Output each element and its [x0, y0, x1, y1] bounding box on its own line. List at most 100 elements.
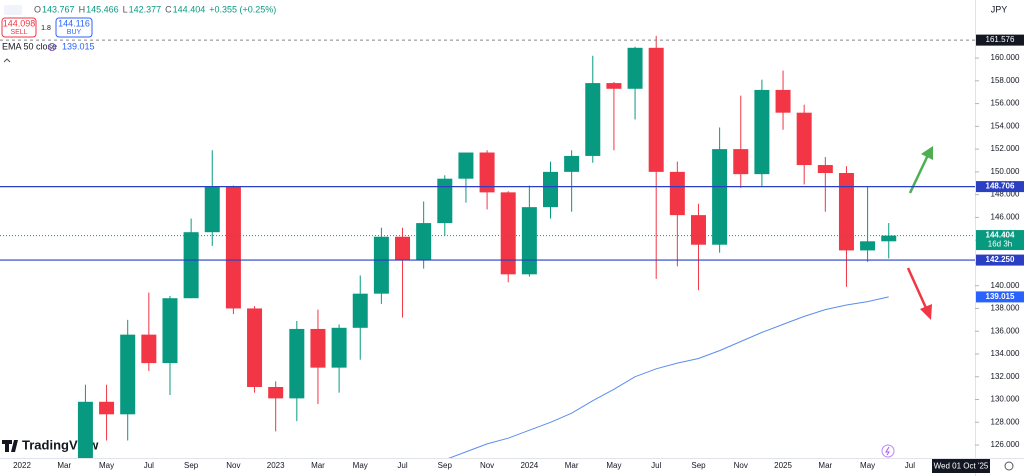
- candle-body: [458, 152, 474, 179]
- level-tag: 142.250: [986, 255, 1015, 264]
- candle-body: [669, 171, 685, 216]
- level-tag: 148.706: [986, 182, 1015, 191]
- x-tick-label: Nov: [480, 461, 494, 470]
- candle-body: [162, 298, 178, 364]
- candle-body: [606, 83, 622, 89]
- x-tick-label: Sep: [691, 461, 706, 470]
- sell-button[interactable]: [1, 17, 37, 38]
- x-tick-label: 2022: [13, 461, 31, 470]
- candle-body: [183, 232, 199, 299]
- candle-body: [648, 47, 664, 172]
- y-tick-label: 148.000: [991, 190, 1020, 199]
- candle-body: [310, 328, 326, 368]
- ohlc-value: 142.377: [129, 4, 162, 14]
- x-tick-label: May: [353, 461, 368, 470]
- events-icon[interactable]: [881, 444, 895, 458]
- candle-body: [77, 401, 93, 458]
- candle-body: [817, 165, 833, 174]
- ohlc-key: H: [79, 4, 86, 14]
- ohlc-value: 143.767: [42, 4, 75, 14]
- y-tick-label: 150.000: [991, 167, 1020, 176]
- ohlc-value: +0.355 (+0.25%): [209, 4, 276, 14]
- candle-body: [838, 173, 854, 251]
- symbol-icon[interactable]: [4, 5, 22, 15]
- indicator-value: 139.015: [62, 41, 95, 51]
- buy-price: 144.116: [58, 18, 90, 28]
- candle-body: [99, 401, 115, 415]
- y-tick-label: 146.000: [991, 213, 1020, 222]
- plot: [77, 35, 897, 458]
- collapse-button[interactable]: [3, 58, 11, 63]
- x-tick-label: May: [860, 461, 875, 470]
- y-tick-label: 156.000: [991, 99, 1020, 108]
- events-bolt: [885, 446, 890, 456]
- last-price-tag-bg: [976, 230, 1024, 251]
- y-tick-label: 160.000: [991, 53, 1020, 62]
- y-tick-label: 126.000: [991, 440, 1020, 449]
- logo-icon: [2, 440, 18, 452]
- down-arrow-head: [920, 304, 932, 320]
- up-arrow-head: [921, 146, 933, 160]
- x-tick-label: Sep: [184, 461, 199, 470]
- candle-body: [352, 293, 368, 328]
- y-tick-label: 140.000: [991, 281, 1020, 290]
- x-tick-label: Nov: [226, 461, 240, 470]
- candle-body: [712, 149, 728, 245]
- indicator-settings[interactable]: [48, 43, 56, 51]
- ohlc-key: L: [123, 4, 128, 14]
- candle-body: [141, 334, 157, 364]
- ema-line: [448, 296, 889, 458]
- candle-body: [204, 186, 220, 233]
- x-tick-label: Jul: [144, 461, 154, 470]
- candle-body: [543, 171, 558, 208]
- level-tag-bg: [976, 254, 1024, 266]
- up-arrow: [908, 154, 930, 194]
- x-tick-label: Mar: [57, 461, 71, 470]
- settings-icon[interactable]: [1004, 461, 1014, 471]
- currency: JPY: [991, 4, 1008, 14]
- candle-body: [437, 178, 453, 224]
- buy-label: BUY: [67, 29, 82, 36]
- candle-body: [120, 334, 136, 415]
- candle-body: [395, 236, 411, 260]
- ohlc-legend: O 143.767 H 145.466 L 142.377 C 144.404 +0.355 (…: [34, 4, 276, 14]
- ohlc-value: 144.404: [173, 4, 206, 14]
- x-tick-label: 2024: [520, 461, 538, 470]
- ohlc-key: O: [34, 4, 41, 14]
- candle-body: [627, 47, 643, 89]
- candle-body: [733, 149, 749, 175]
- ema-tag-bg: [976, 291, 1024, 303]
- candle-body: [416, 223, 432, 260]
- ohlc-key: C: [165, 4, 172, 14]
- sell-label: SELL: [10, 29, 27, 36]
- candle-body: [564, 155, 580, 172]
- candle-body: [860, 241, 876, 251]
- buy-button[interactable]: [55, 17, 93, 38]
- x-tick-label: Mar: [818, 461, 832, 470]
- x-tick-label: 2023: [267, 461, 285, 470]
- y-tick-label: 128.000: [991, 417, 1020, 426]
- level-tag-bg: [976, 181, 1024, 193]
- x-tick-label: 2025: [774, 461, 792, 470]
- y-tick-label: 152.000: [991, 144, 1020, 153]
- candle-body: [373, 236, 389, 294]
- y-tick-label: 154.000: [991, 121, 1020, 130]
- last-price-tag: 144.404: [986, 231, 1015, 240]
- y-tick-label: 158.000: [991, 76, 1020, 85]
- y-tick-label: 130.000: [991, 395, 1020, 404]
- countdown: 16d 3h: [988, 240, 1012, 249]
- spread: 1.8: [41, 25, 51, 32]
- y-tick-label: 136.000: [991, 326, 1020, 335]
- candle-body: [500, 192, 516, 275]
- level-tag: 161.576: [986, 35, 1015, 44]
- candle-body: [268, 386, 284, 399]
- x-tick-label: May: [99, 461, 114, 470]
- date-tag: Wed 01 Oct '25: [934, 462, 989, 471]
- sell-price: 144.098: [3, 18, 36, 28]
- candle-body: [521, 207, 537, 275]
- date-tag-bg: [932, 459, 990, 473]
- y-tick-label: 134.000: [991, 349, 1020, 358]
- down-arrow: [906, 267, 928, 309]
- candle-body: [247, 308, 263, 387]
